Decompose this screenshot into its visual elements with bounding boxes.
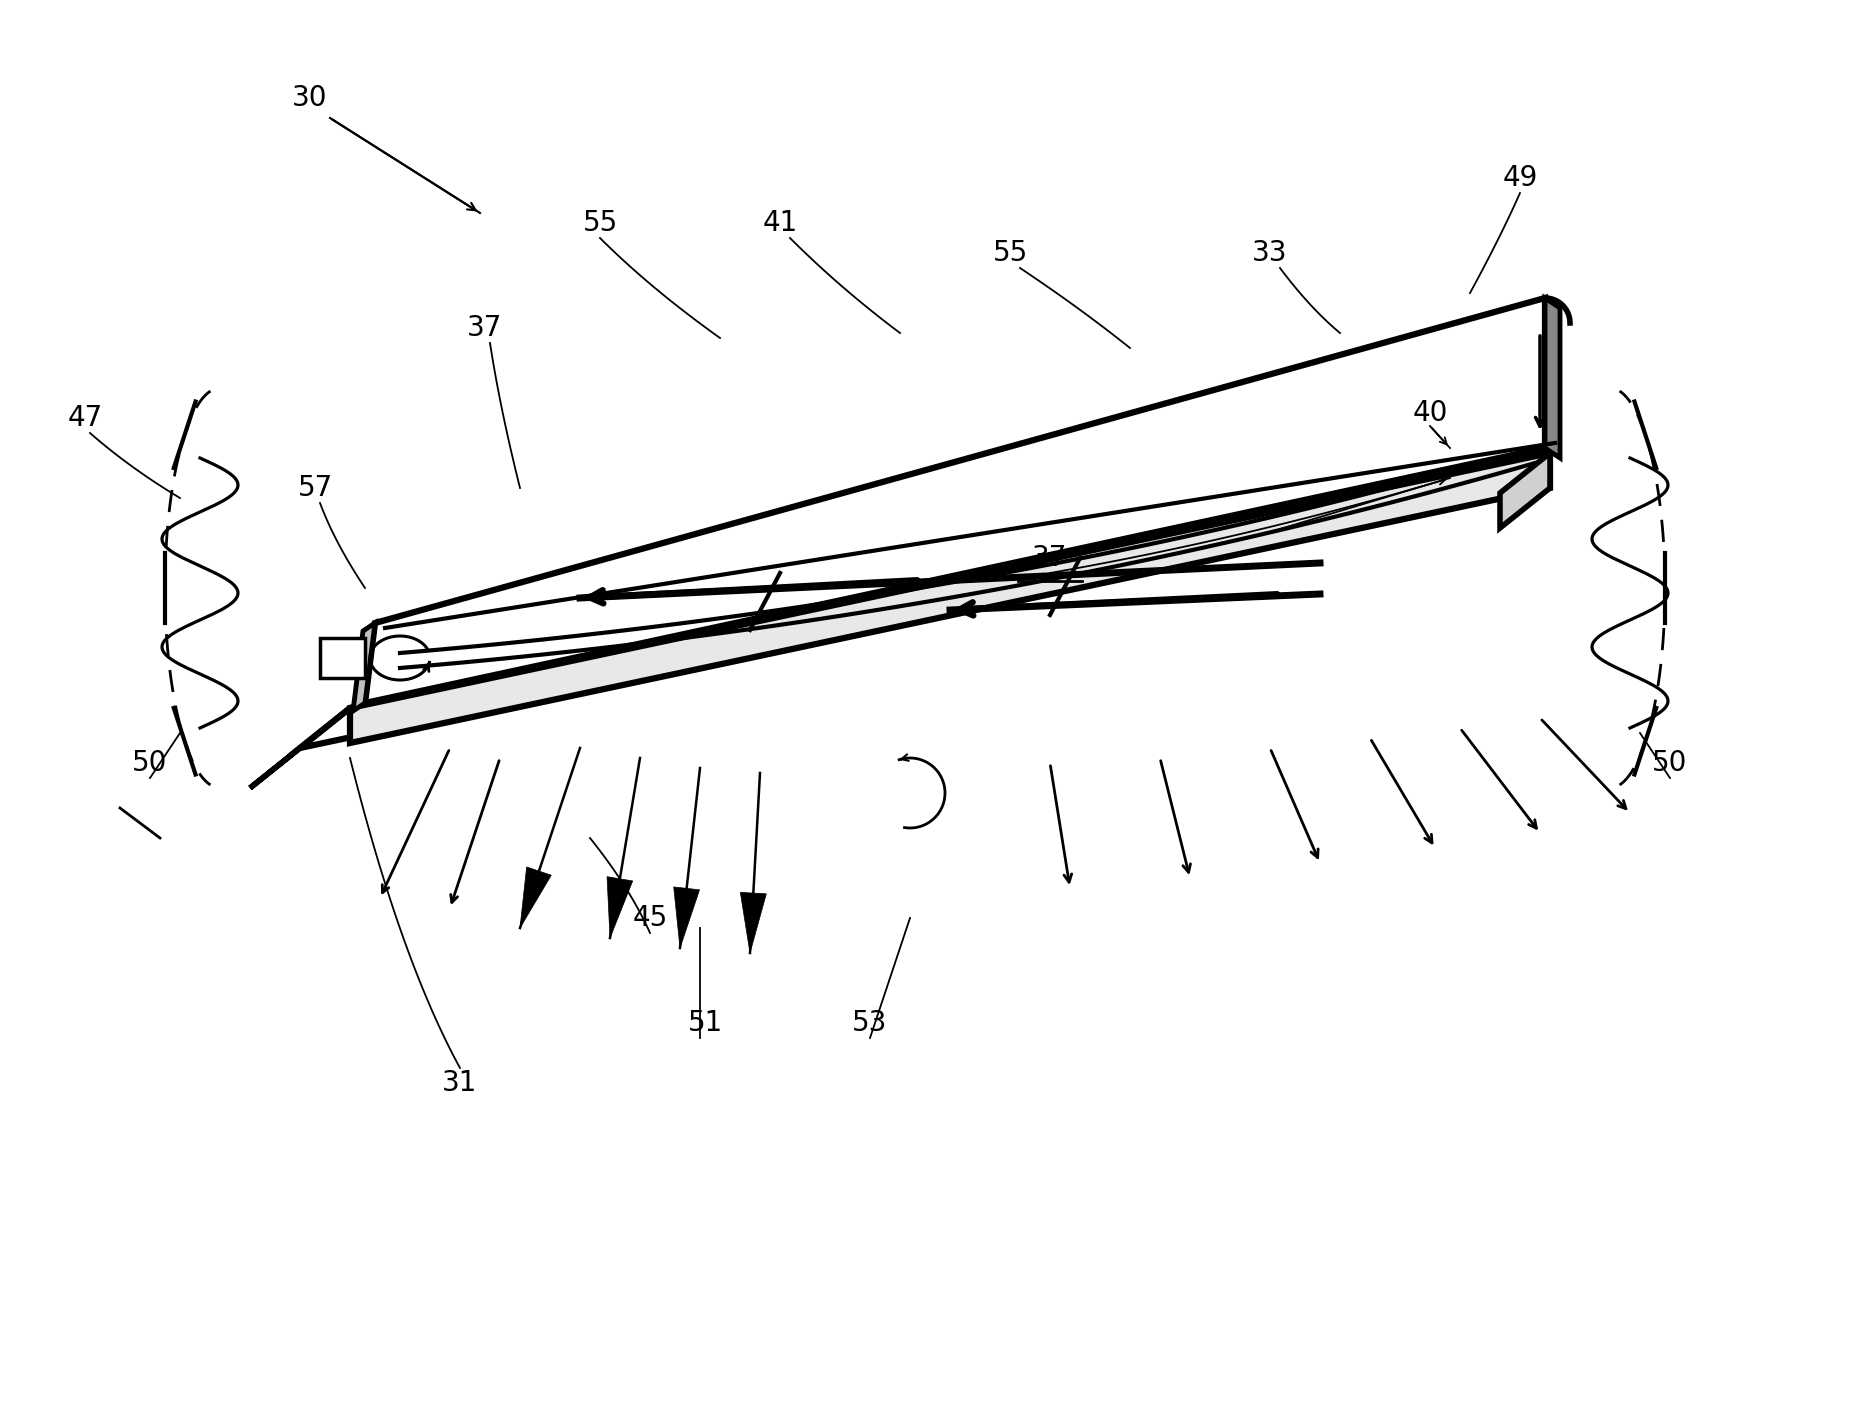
- Text: 51: 51: [687, 1010, 722, 1038]
- Text: 30: 30: [292, 84, 328, 113]
- Text: 53: 53: [851, 1010, 888, 1038]
- Text: 37: 37: [1033, 543, 1068, 572]
- Text: 47: 47: [67, 404, 102, 432]
- Text: 37: 37: [466, 314, 503, 342]
- Polygon shape: [354, 622, 376, 711]
- Polygon shape: [520, 867, 552, 928]
- Text: 31: 31: [442, 1069, 478, 1097]
- Text: 55: 55: [992, 239, 1027, 268]
- Text: 40: 40: [1412, 398, 1447, 427]
- Text: 45: 45: [633, 904, 668, 932]
- Text: 55: 55: [583, 208, 618, 237]
- Polygon shape: [607, 877, 633, 938]
- Polygon shape: [320, 638, 365, 679]
- Text: 33: 33: [1253, 239, 1288, 268]
- Polygon shape: [1546, 298, 1560, 458]
- Polygon shape: [350, 453, 1549, 743]
- Polygon shape: [250, 708, 350, 788]
- Polygon shape: [365, 298, 1546, 703]
- Polygon shape: [1499, 453, 1549, 528]
- Polygon shape: [674, 887, 700, 948]
- Text: 49: 49: [1503, 163, 1538, 191]
- Text: 50: 50: [1653, 749, 1688, 777]
- Polygon shape: [300, 453, 1549, 748]
- Text: 41: 41: [763, 208, 798, 237]
- Text: 50: 50: [131, 749, 168, 777]
- Text: 57: 57: [298, 474, 333, 503]
- Polygon shape: [740, 893, 766, 953]
